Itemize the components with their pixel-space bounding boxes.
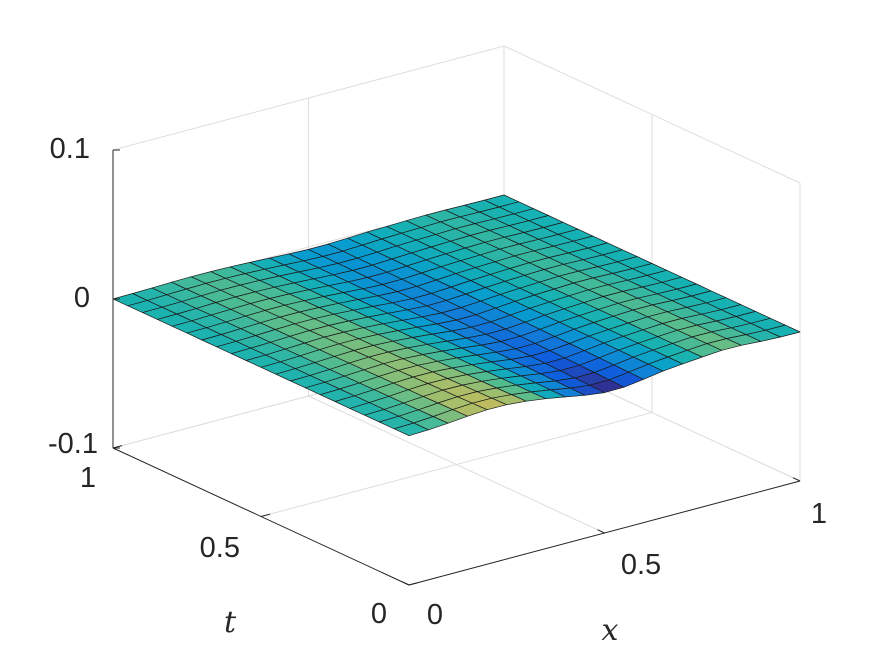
z-tick-label-zero: 0 (74, 282, 90, 314)
x-tick-mark-1 (597, 529, 605, 534)
t-tick-label-1: 1 (80, 462, 96, 494)
x-tick-label-0-5: 0.5 (621, 549, 661, 581)
t-tick-label-0-5: 0.5 (200, 532, 240, 564)
back-wall-grid-z-2 (112, 45, 505, 151)
x-axis-label: x (602, 613, 619, 648)
floor-grid-t-1 (260, 412, 653, 517)
t-tick-label-0: 0 (371, 598, 387, 630)
t-axis-label: t (224, 605, 237, 640)
surface-mesh (112, 194, 801, 437)
t-tick-mark-2 (112, 445, 123, 449)
tick-labels: 0.1 0 -0.1 1 0.5 0 0 0.5 1 (48, 133, 827, 631)
axis-labels: t x (224, 605, 619, 648)
x-tick-mark-0 (401, 581, 410, 586)
x-tick-mark-2 (792, 477, 801, 482)
z-tick-label-high: 0.1 (50, 133, 90, 165)
side-wall-grid-z-2 (503, 45, 801, 184)
surface-cell-19-0 (765, 324, 801, 338)
z-tick-label-low: -0.1 (48, 428, 98, 460)
x-tick-label-0: 0 (427, 599, 443, 631)
x-tick-label-1: 1 (811, 498, 827, 530)
t-tick-mark-1 (260, 513, 271, 517)
axes (112, 149, 801, 586)
